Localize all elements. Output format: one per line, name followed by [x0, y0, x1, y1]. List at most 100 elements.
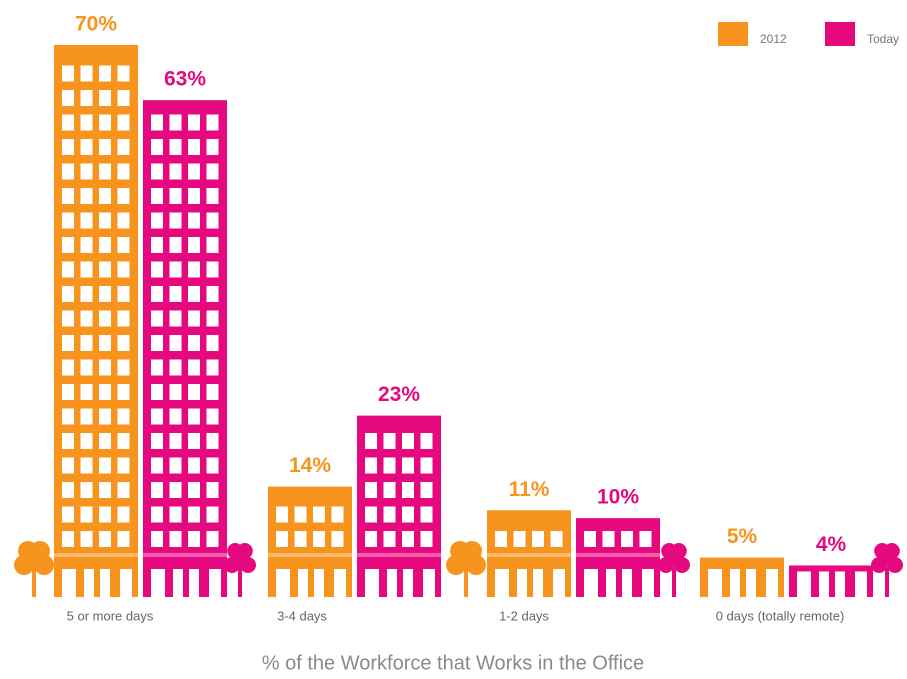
window: [151, 359, 163, 376]
floor-line: [54, 553, 138, 557]
tree: [871, 543, 903, 597]
window: [62, 114, 74, 131]
door: [730, 569, 740, 597]
window: [584, 531, 596, 547]
window: [365, 457, 377, 474]
door: [517, 569, 527, 597]
tree-leaf: [887, 557, 903, 573]
window: [169, 212, 182, 229]
value-label: 5%: [727, 525, 758, 548]
window: [276, 506, 288, 523]
window: [80, 188, 93, 204]
door: [276, 569, 290, 597]
value-label: 70%: [75, 13, 117, 36]
window: [206, 188, 219, 204]
window: [62, 384, 74, 400]
window: [99, 163, 111, 180]
window: [99, 433, 111, 449]
window: [169, 163, 182, 180]
window: [117, 237, 130, 253]
door: [62, 569, 76, 597]
window: [188, 408, 200, 425]
window: [117, 531, 130, 547]
window: [62, 506, 74, 523]
window: [80, 482, 93, 498]
window: [383, 531, 396, 547]
window: [99, 114, 111, 131]
window: [206, 506, 219, 523]
window: [513, 531, 526, 547]
window: [80, 237, 93, 253]
window: [331, 506, 344, 523]
window: [206, 408, 219, 425]
window: [206, 335, 219, 351]
door: [173, 569, 183, 597]
window: [550, 531, 563, 547]
window: [188, 286, 200, 302]
window: [151, 237, 163, 253]
window: [169, 408, 182, 425]
door: [403, 569, 413, 597]
window: [80, 335, 93, 351]
door: [151, 569, 165, 597]
window: [151, 384, 163, 400]
window: [169, 506, 182, 523]
window: [188, 433, 200, 449]
tree-leaf: [240, 557, 256, 573]
window: [188, 188, 200, 204]
door: [314, 569, 324, 597]
door: [553, 569, 565, 597]
window: [117, 384, 130, 400]
window: [169, 188, 182, 204]
window: [188, 261, 200, 278]
window: [151, 261, 163, 278]
window: [80, 212, 93, 229]
window: [169, 286, 182, 302]
window: [117, 457, 130, 474]
window: [188, 212, 200, 229]
window: [169, 531, 182, 547]
window: [188, 237, 200, 253]
window: [313, 506, 325, 523]
door: [495, 569, 509, 597]
door: [622, 569, 632, 597]
door: [835, 571, 845, 597]
x-tick-label: 1-2 days: [499, 608, 549, 623]
window: [80, 90, 93, 106]
window: [206, 457, 219, 474]
door: [606, 569, 616, 597]
window: [99, 408, 111, 425]
window: [117, 482, 130, 498]
window: [117, 310, 130, 327]
window: [151, 408, 163, 425]
legend-swatch: [825, 22, 855, 46]
window: [420, 433, 433, 449]
window: [188, 163, 200, 180]
window: [294, 506, 307, 523]
door: [298, 569, 308, 597]
value-label: 23%: [378, 383, 420, 406]
tree-leaf: [883, 543, 900, 559]
window: [188, 310, 200, 327]
window: [62, 482, 74, 498]
door: [100, 569, 110, 597]
window: [206, 114, 219, 131]
window: [62, 188, 74, 204]
floor-line: [576, 553, 660, 557]
window: [117, 286, 130, 302]
window: [80, 506, 93, 523]
tree-leaf: [236, 543, 253, 559]
window: [495, 531, 507, 547]
window: [62, 261, 74, 278]
window: [80, 286, 93, 302]
window: [117, 408, 130, 425]
door: [708, 569, 722, 597]
window: [62, 457, 74, 474]
door: [209, 569, 221, 597]
tree-leaf: [871, 557, 887, 573]
window: [169, 384, 182, 400]
window: [80, 261, 93, 278]
window: [206, 212, 219, 229]
window: [169, 261, 182, 278]
